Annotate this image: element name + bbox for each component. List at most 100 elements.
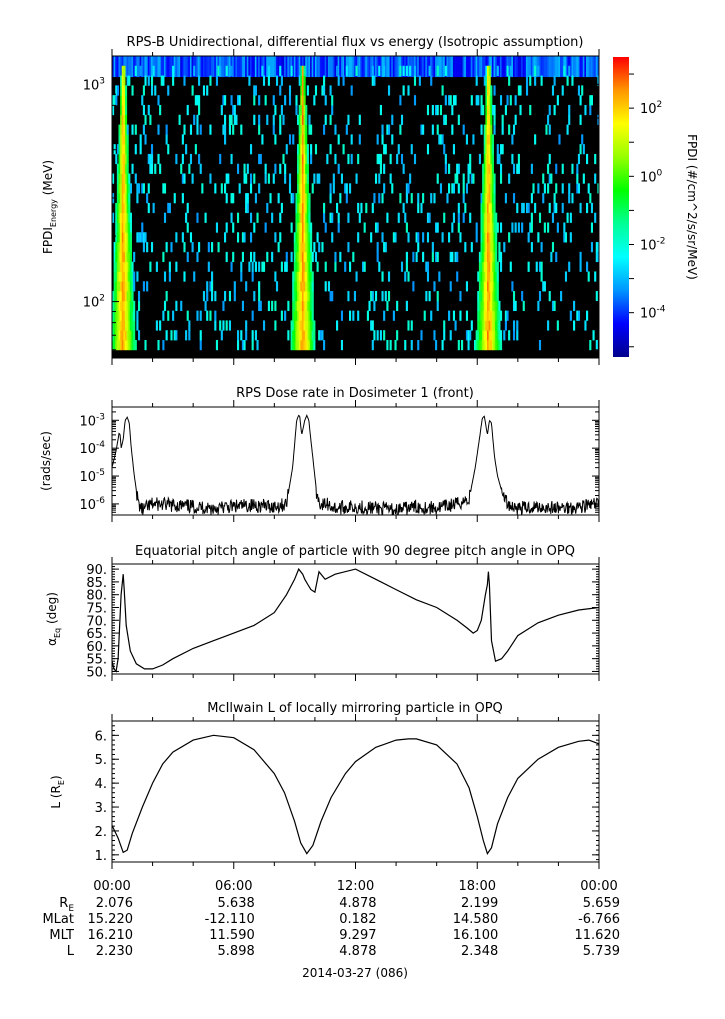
colorbar-tick-label-base: 10: [640, 307, 657, 322]
spectrogram-cell: [389, 173, 392, 184]
spectrogram-cell: [305, 339, 308, 351]
spectrogram-cell: [548, 202, 551, 214]
spectrogram-cell: [485, 320, 488, 331]
spectrogram-cell: [303, 261, 306, 272]
spectrogram-cell: [183, 173, 186, 184]
spectrogram-cell: [303, 232, 306, 243]
spectrogram-cell: [495, 242, 498, 253]
spectrogram-cell: [496, 330, 499, 341]
spectrogram-cell: [305, 300, 308, 312]
spectrogram-cell: [345, 183, 348, 194]
spectrogram-cell: [577, 56, 581, 78]
spectrogram-cell: [262, 320, 266, 331]
spectrogram-cell: [113, 271, 116, 282]
spectrogram-cell: [121, 163, 124, 174]
spectrogram-cell: [464, 56, 467, 78]
spectrogram-cell: [486, 281, 490, 292]
spectrogram-cell: [254, 56, 258, 78]
spectrogram-cell: [548, 104, 551, 116]
spectrogram-cell: [232, 124, 235, 135]
spectrogram-cell: [306, 153, 309, 165]
spectrogram-cell: [438, 134, 441, 145]
spectrogram-cell: [228, 56, 232, 78]
spectrogram-cell: [240, 271, 243, 282]
spectrogram-cell: [499, 222, 503, 233]
spectrogram-cell: [384, 144, 387, 155]
spectrogram-cell: [310, 56, 313, 78]
pitch-angle-ylabel-sub: Eq: [53, 628, 62, 638]
spectrogram-cell: [571, 163, 574, 174]
spectrogram-cell: [482, 271, 485, 282]
spectrogram-cell: [146, 56, 149, 78]
spectrogram-cell: [485, 173, 488, 184]
spectrogram-cell: [486, 271, 490, 282]
spectrogram-cell: [516, 56, 519, 78]
spectrogram-cell: [493, 310, 496, 321]
spectrogram-cell: [303, 222, 306, 233]
spectrogram-cell: [504, 193, 507, 204]
spectrogram-cell: [462, 212, 465, 223]
spectrogram-cell: [568, 65, 571, 76]
spectrogram-cell: [405, 183, 408, 194]
spectrogram-cell: [357, 153, 360, 165]
spectrogram-cell: [314, 56, 318, 78]
spectrogram-cell: [243, 56, 246, 78]
spectrogram-cell: [576, 183, 579, 194]
spectrogram-cell: [493, 104, 496, 116]
spectrogram-cell: [482, 242, 485, 253]
spectrogram-cell: [480, 320, 483, 331]
spectrogram-cell: [495, 261, 498, 272]
spectrogram-cell: [456, 56, 459, 78]
spectrogram-cell: [115, 271, 118, 282]
spectrogram-cell: [167, 56, 170, 78]
spectrogram-cell: [418, 56, 422, 78]
spectrogram-cell: [175, 330, 178, 341]
spectrogram-cell: [482, 330, 485, 341]
spectrogram-cell: [274, 320, 277, 331]
spectrogram-cell: [342, 75, 345, 86]
spectrogram-cell: [404, 212, 407, 223]
spectrogram-cell: [206, 281, 209, 292]
spectrogram-cell: [485, 300, 488, 312]
spectrogram-cell: [480, 232, 483, 243]
spectrogram-cell: [561, 183, 564, 194]
spectrogram-cell: [495, 232, 498, 243]
spectrogram-cell: [225, 193, 228, 204]
spectrogram-cell: [310, 320, 313, 331]
spectrogram-cell: [576, 310, 579, 321]
spectrogram-cell: [310, 271, 313, 282]
spectrogram-cell: [537, 65, 540, 76]
spectrogram-cell: [485, 281, 488, 292]
spectrogram-cell: [112, 56, 115, 78]
spectrogram-ytick-label-exp: 3: [99, 76, 105, 86]
spectrogram-cell: [288, 85, 292, 96]
spectrogram-cell: [133, 339, 136, 351]
spectrogram-cell: [454, 251, 457, 263]
spectrogram-cell: [301, 153, 305, 165]
spectrogram-cell: [594, 173, 597, 184]
spectrogram-cell: [258, 300, 261, 312]
spectrogram-cell: [266, 56, 269, 78]
ephemeris-row-label-main: MLat: [42, 912, 74, 927]
spectrogram-cell: [454, 56, 457, 78]
spectrogram-cell: [271, 300, 274, 312]
spectrogram-cell: [491, 134, 494, 145]
spectrogram-cell: [379, 330, 382, 341]
spectrogram-cell: [305, 261, 308, 272]
spectrogram-cell: [386, 56, 389, 78]
spectrogram-cell: [305, 134, 308, 145]
spectrogram-cell: [589, 56, 592, 78]
spectrogram-cell: [483, 202, 486, 214]
spectrogram-cell: [396, 153, 399, 165]
spectrogram-cell: [196, 124, 199, 135]
spectrogram-cell: [279, 65, 282, 76]
spectrogram-cell: [249, 183, 253, 194]
y-tick-label-exp: -3: [96, 412, 105, 422]
spectrogram-cell: [212, 56, 215, 78]
spectrogram-cell: [292, 300, 295, 312]
spectrogram-cell: [568, 193, 571, 204]
spectrogram-cell: [150, 163, 154, 174]
spectrogram-cell: [319, 330, 322, 341]
spectrogram-cell: [501, 56, 504, 78]
